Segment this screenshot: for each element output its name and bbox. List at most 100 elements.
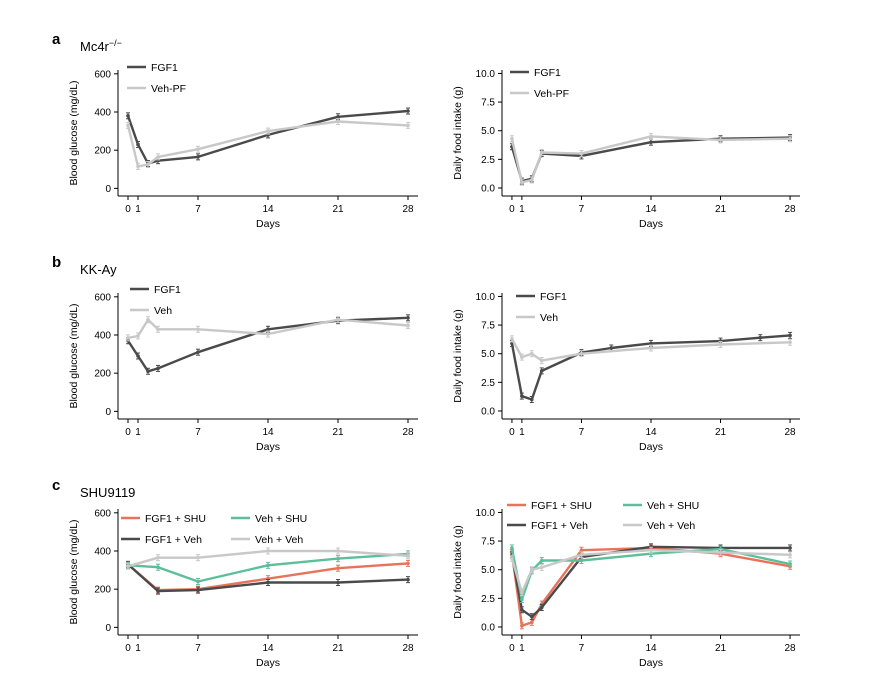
- data-point: [718, 342, 723, 347]
- data-point: [136, 354, 140, 358]
- chart-b-food: 0.0 2.5 5.0 7.5 10.0 0 1 7 14 21 28 Days Daily food …: [452, 291, 800, 453]
- data-point: [196, 555, 200, 560]
- data-point: [156, 589, 160, 593]
- data-point: [788, 333, 792, 338]
- x-tick-label: 21: [332, 427, 344, 438]
- data-point: [406, 323, 410, 328]
- y-tick-label: 2.5: [481, 594, 495, 605]
- data-point: [530, 567, 534, 572]
- data-point: [336, 549, 340, 553]
- data-point: [539, 565, 544, 570]
- data-point: [510, 556, 514, 561]
- data-point: [758, 335, 763, 340]
- legend-label: FGF1 + SHU: [531, 500, 592, 512]
- data-point: [336, 317, 340, 322]
- y-axis-label: Blood glucose (mg/dL): [68, 519, 80, 624]
- x-axis-label: Days: [256, 657, 280, 669]
- series-line: [127, 552, 409, 583]
- x-tick-label: 1: [519, 427, 525, 438]
- y-tick-label: 10.0: [476, 292, 496, 303]
- panel-title: KK-Ay: [80, 262, 117, 277]
- y-tick-label: 10.0: [476, 69, 496, 80]
- data-point: [156, 155, 160, 159]
- data-point: [196, 155, 200, 159]
- data-point: [609, 346, 614, 350]
- x-tick-label: 7: [195, 204, 201, 215]
- data-point: [788, 136, 792, 141]
- x-tick-label: 14: [262, 427, 274, 438]
- y-axis-label: Daily food intake (g): [452, 86, 464, 179]
- x-tick-label: 0: [509, 204, 515, 215]
- series-line: [510, 545, 791, 618]
- x-axis-label: Days: [256, 218, 280, 230]
- chart-a-food: 0.0 2.5 5.0 7.5 10.0 0 1 7 14 21 28 Days Daily food …: [452, 67, 800, 230]
- data-point: [136, 142, 140, 147]
- x-axis-label: Days: [256, 441, 280, 453]
- y-tick-label: 2.5: [481, 378, 495, 389]
- data-point: [336, 556, 340, 561]
- data-point: [510, 337, 514, 341]
- x-tick-label: 0: [125, 427, 131, 438]
- data-point: [788, 546, 792, 550]
- data-point: [196, 579, 200, 584]
- data-point: [579, 351, 584, 356]
- x-tick-label: 1: [135, 204, 141, 215]
- y-tick-label: 400: [94, 331, 111, 342]
- data-point: [520, 394, 524, 398]
- data-point: [520, 180, 524, 185]
- x-tick-label: 0: [125, 204, 131, 215]
- data-point: [126, 564, 130, 569]
- data-point: [136, 164, 140, 169]
- data-point: [520, 355, 524, 359]
- series-line: [127, 563, 409, 593]
- data-point: [266, 580, 270, 585]
- x-tick-label: 7: [195, 427, 201, 438]
- data-point: [196, 350, 200, 354]
- data-point: [539, 150, 544, 155]
- legend-label: Veh + Veh: [255, 534, 303, 546]
- x-tick-label: 28: [402, 427, 414, 438]
- x-axis-label: Days: [639, 657, 663, 669]
- x-tick-label: 28: [785, 204, 797, 215]
- legend-label: Veh: [540, 312, 558, 324]
- y-tick-label: 0.0: [481, 183, 495, 194]
- y-tick-label: 200: [94, 369, 111, 380]
- data-point: [539, 369, 544, 373]
- x-tick-label: 7: [579, 427, 585, 438]
- data-point: [520, 597, 524, 602]
- legend-label: Veh + SHU: [647, 500, 699, 512]
- y-tick-label: 7.5: [481, 537, 495, 548]
- y-tick-label: 400: [94, 108, 111, 119]
- y-tick-label: 5.0: [481, 126, 495, 137]
- x-tick-label: 21: [715, 643, 727, 654]
- data-point: [649, 341, 653, 346]
- data-point: [539, 558, 544, 563]
- x-tick-label: 21: [332, 643, 344, 654]
- data-point: [539, 605, 544, 610]
- data-point: [530, 614, 534, 619]
- x-tick-label: 1: [519, 643, 525, 654]
- y-tick-label: 200: [94, 585, 111, 596]
- x-tick-label: 1: [519, 204, 525, 215]
- x-tick-label: 1: [135, 643, 141, 654]
- data-point: [520, 608, 524, 612]
- x-tick-label: 14: [262, 204, 274, 215]
- data-point: [579, 151, 584, 156]
- y-tick-label: 0: [105, 184, 111, 195]
- data-point: [406, 123, 410, 128]
- y-tick-label: 5.0: [481, 349, 495, 360]
- panel-letter: a: [52, 31, 61, 48]
- data-point: [718, 550, 723, 555]
- data-point: [530, 397, 534, 402]
- panel-title: Mc4r−/−: [80, 38, 122, 54]
- legend-label: Veh + SHU: [255, 513, 307, 525]
- x-tick-label: 14: [645, 643, 657, 654]
- x-tick-label: 7: [579, 204, 585, 215]
- data-point: [579, 553, 584, 557]
- chart-c-food: 0.0 2.5 5.0 7.5 10.0 0 1 7 14 21 28 Days Daily food …: [452, 500, 800, 669]
- data-point: [530, 178, 534, 182]
- y-tick-label: 0: [105, 407, 111, 418]
